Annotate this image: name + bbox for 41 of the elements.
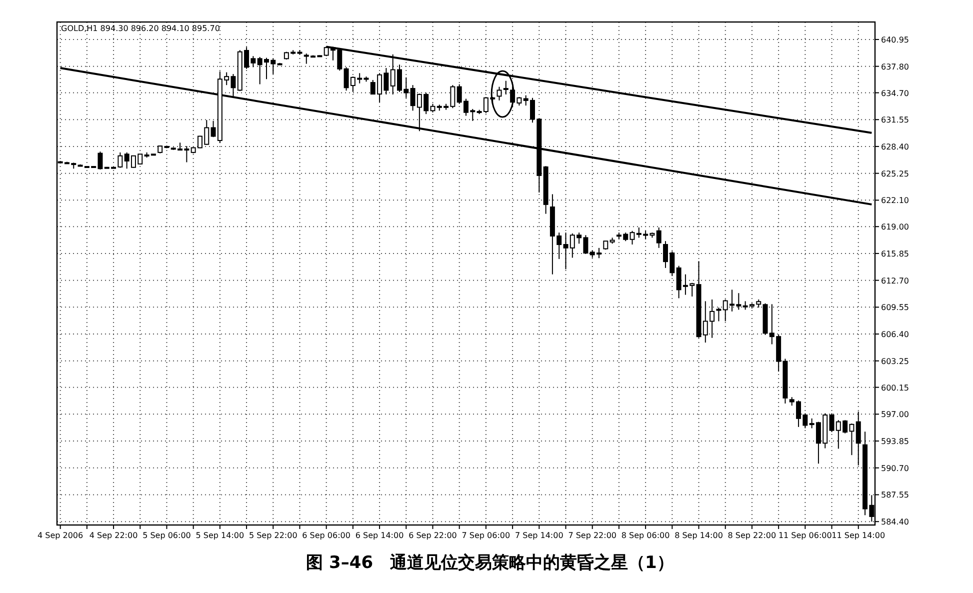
x-tick-label: 11 Sep 14:00	[832, 531, 886, 540]
y-tick-label: 603.25	[881, 356, 909, 366]
y-tick-label: 600.15	[881, 383, 909, 392]
y-tick-label: 609.55	[881, 303, 909, 312]
y-tick-label: 590.70	[881, 464, 909, 473]
y-tick-label: 640.95	[881, 35, 909, 44]
y-tick-label: 606.40	[881, 330, 909, 340]
y-tick-label: 612.70	[881, 276, 909, 286]
x-tick-label: 7 Sep 22:00	[568, 531, 617, 540]
candlestick	[856, 411, 861, 466]
x-tick-label: 7 Sep 06:00	[462, 531, 510, 540]
y-tick-label: 619.00	[881, 222, 909, 232]
x-tick-label: 5 Sep 14:00	[196, 531, 244, 540]
y-tick-label: 597.00	[881, 410, 909, 420]
x-tick-label: 8 Sep 06:00	[621, 531, 670, 540]
y-tick-label: 628.40	[881, 142, 909, 152]
y-tick-label: 625.25	[881, 169, 909, 178]
x-tick-label: 6 Sep 06:00	[302, 531, 350, 540]
y-tick-label: 631.55	[881, 116, 909, 125]
x-tick-label: 7 Sep 14:00	[515, 531, 564, 540]
x-tick-label: 5 Sep 06:00	[142, 531, 191, 540]
x-tick-label: 6 Sep 22:00	[408, 531, 457, 540]
candlestick	[496, 86, 502, 101]
x-tick-label: 8 Sep 22:00	[728, 531, 776, 540]
x-tick-label: 4 Sep 22:00	[89, 531, 138, 540]
y-tick-label: 634.70	[881, 88, 909, 98]
annotation: GOLD,H1 894.30 896.20 894.10 895.70	[61, 24, 220, 33]
y-tick-label: 615.85	[881, 249, 909, 258]
x-tick-label: 4 Sep 2006	[38, 531, 84, 540]
y-tick-label: 593.85	[881, 437, 909, 446]
text: 图 3–46 通道见位交易策略中的黄昏之星（1）	[306, 553, 674, 573]
x-tick-label: 6 Sep 14:00	[355, 531, 404, 540]
x-tick-label: 8 Sep 14:00	[674, 531, 723, 540]
x-tick-label: 5 Sep 22:00	[248, 531, 298, 540]
y-tick-label: 587.55	[881, 490, 909, 500]
x-tick-label: 11 Sep 06:00	[778, 531, 832, 540]
y-tick-label: 584.40	[881, 518, 909, 527]
candlestick	[656, 226, 662, 248]
candlestick	[716, 307, 722, 322]
y-tick-label: 637.80	[881, 62, 909, 72]
y-tick-label: 622.10	[881, 196, 909, 206]
